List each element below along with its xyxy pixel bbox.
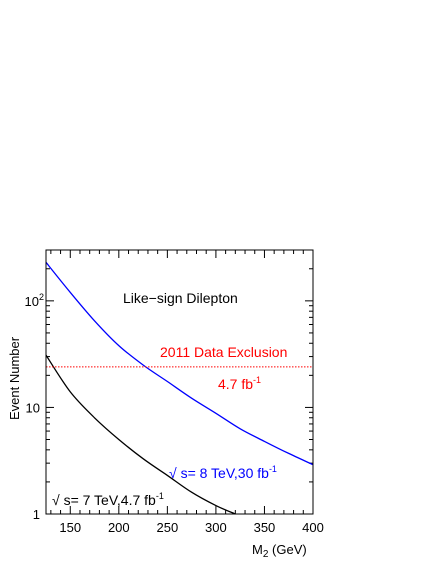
x-tick-label: 300	[205, 520, 227, 535]
y-axis-title: Event Number	[7, 336, 22, 420]
x-axis-title-sub: 2	[263, 549, 269, 560]
series-line-7tev	[45, 354, 236, 515]
lumi-annotation: 4.7 fb-1	[218, 375, 261, 392]
series-label-7tev-sup: -1	[156, 491, 164, 501]
x-tick-label: 250	[157, 520, 179, 535]
x-axis-title: M2 (GeV)	[252, 542, 307, 560]
y-tick-label: 102	[25, 292, 44, 309]
series-label-8tev: √ s= 8 TeV,30 fb-1	[169, 464, 277, 481]
x-tick-label: 350	[254, 520, 276, 535]
x-tick-label: 400	[302, 520, 324, 535]
exclusion-annotation: 2011 Data Exclusion	[160, 344, 287, 360]
x-axis-title-main: M	[252, 542, 263, 557]
y-tick-label: 1	[33, 507, 40, 522]
series-label-8tev-main: √ s= 8 TeV,30 fb	[169, 465, 269, 481]
y-tick-label: 10	[26, 400, 40, 415]
lumi-annotation-sup: -1	[253, 375, 261, 385]
x-tick-label: 200	[108, 520, 130, 535]
lumi-annotation-main: 4.7 fb	[218, 376, 253, 392]
channel-annotation: Like−sign Dilepton	[123, 290, 238, 306]
axis-ticks: 150 200 250 300 350 400 1 10 102	[25, 249, 324, 535]
plot-frame	[45, 249, 314, 515]
series-label-7tev-main: √ s= 7 TeV,4.7 fb	[52, 492, 156, 508]
series-label-7tev: √ s= 7 TeV,4.7 fb-1	[52, 491, 164, 508]
series-line-8tev	[45, 261, 314, 466]
series-label-8tev-sup: -1	[269, 464, 277, 474]
series-lines	[45, 261, 314, 515]
x-axis-title-unit: (GeV)	[268, 542, 306, 557]
x-tick-label: 150	[59, 520, 81, 535]
